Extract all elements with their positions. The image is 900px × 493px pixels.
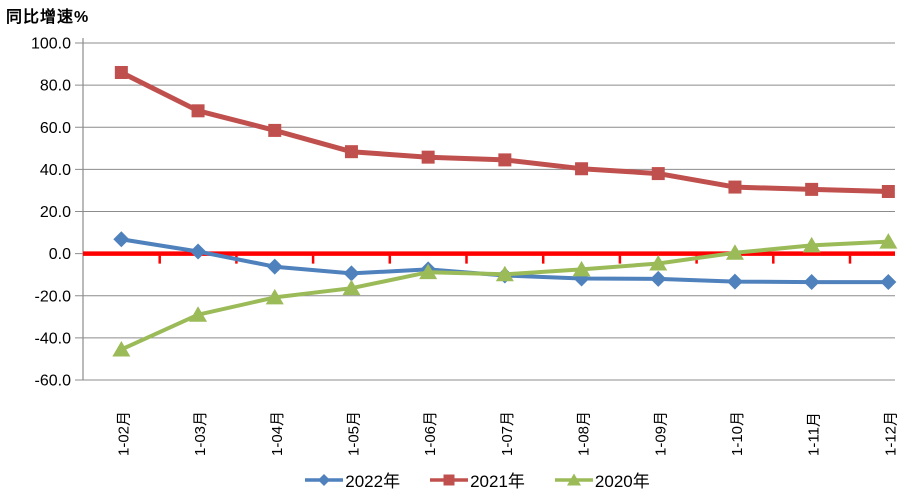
legend-square-icon [430,474,469,485]
series-2021年-line [118,70,891,194]
x-axis-label: 1-03月 [192,411,209,456]
legend-label: 2020年 [594,472,650,491]
y-axis-label: 20.0 [40,204,71,221]
series-2020年-marker [802,236,821,253]
series-2020年-marker [495,265,514,282]
series-2020年-marker [572,260,591,277]
x-axis-label: 1-02月 [115,411,132,456]
series-2020年-marker [112,340,131,357]
x-axis-label: 1-05月 [345,411,362,456]
legend-label: 2021年 [470,472,525,491]
series-2021年-marker [728,180,742,194]
series-2022年-marker [803,274,820,291]
y-axis-label: 60.0 [40,120,71,137]
x-axis-label: 1-10月 [729,411,746,456]
x-axis-label: 1-09月 [652,411,669,456]
chart-title: 同比增速% [6,9,90,26]
series-2021年-marker [268,123,282,137]
series-2021年-marker [498,153,512,167]
series-2021年-marker [651,167,665,181]
series-2021年-marker [114,65,128,79]
series-2021年-marker [421,150,435,164]
series-2020年-marker [725,244,744,260]
series-2020年-marker [649,255,668,271]
legend-diamond-icon [305,473,344,486]
legend-item-2021年: 2021年 [430,467,525,492]
legend-triangle-icon [554,473,593,485]
y-axis-label: 80.0 [40,78,71,95]
series-2021年-marker [881,184,895,198]
series-2020年-marker [419,263,438,280]
series-2022年-marker [113,231,130,248]
x-axis-label: 1-06月 [422,411,439,456]
legend-label: 2022年 [345,472,401,491]
series-2021年-marker [344,145,358,159]
legend-item-2022年: 2022年 [305,467,400,492]
y-axis-label: 100.0 [31,36,71,53]
series-2022年-marker [343,265,360,282]
series-2020年-marker [189,306,208,322]
y-axis-label: -60.0 [35,373,72,390]
legend: 2022年 2021年 2020年 [0,467,900,492]
x-axis-label: 1-04月 [269,411,286,456]
series-2021年-marker [575,162,589,176]
y-axis-label: 0.0 [49,246,71,263]
series-2022年-marker [880,274,897,291]
series-2022年-marker [190,243,207,260]
y-axis-label: 40.0 [40,162,71,179]
x-axis-label: 1-08月 [576,411,593,456]
series-2020年-marker [342,279,361,296]
series-2020年-marker [879,233,898,249]
x-axis-label: 1-12月 [882,411,899,456]
series-2022年-marker [650,270,667,287]
legend-item-2020年: 2020年 [554,467,650,492]
x-axis-label: 1-07月 [499,411,516,456]
series-2021年-marker [805,182,819,196]
series-2022年-marker [726,273,743,290]
series-2022年-marker [266,258,283,275]
series-2020年-marker [265,288,284,305]
y-axis-label: -40.0 [35,330,72,347]
series-2021年-marker [191,104,205,118]
x-axis-label: 1-11月 [806,412,823,456]
y-axis-label: -20.0 [35,288,72,305]
